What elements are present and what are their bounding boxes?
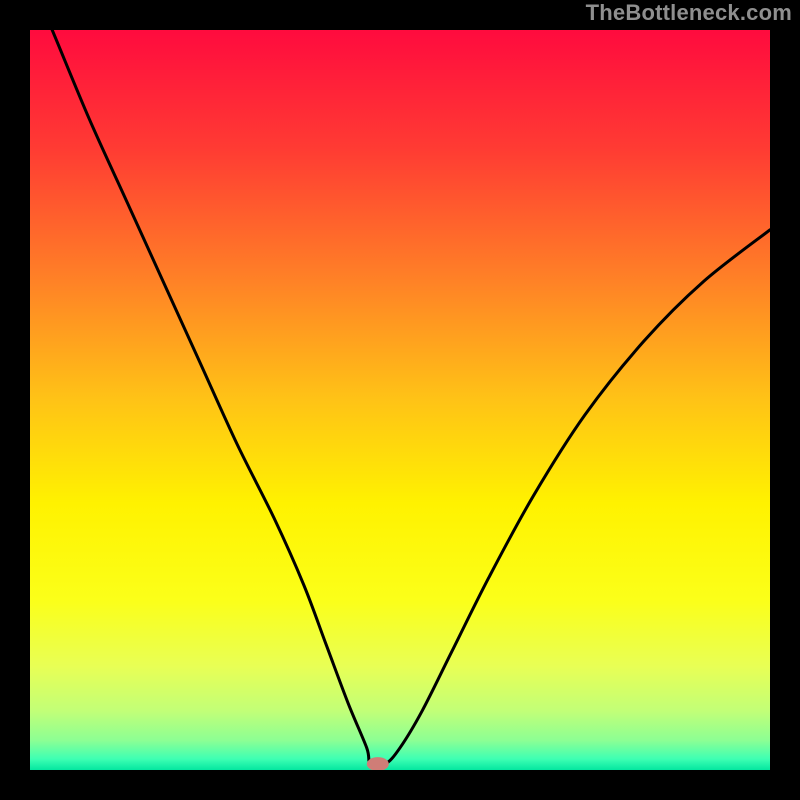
optimal-marker [367, 757, 389, 771]
chart-frame: TheBottleneck.com [0, 0, 800, 800]
watermark-text: TheBottleneck.com [586, 0, 792, 26]
bottleneck-chart [0, 0, 800, 800]
chart-background [30, 30, 770, 770]
